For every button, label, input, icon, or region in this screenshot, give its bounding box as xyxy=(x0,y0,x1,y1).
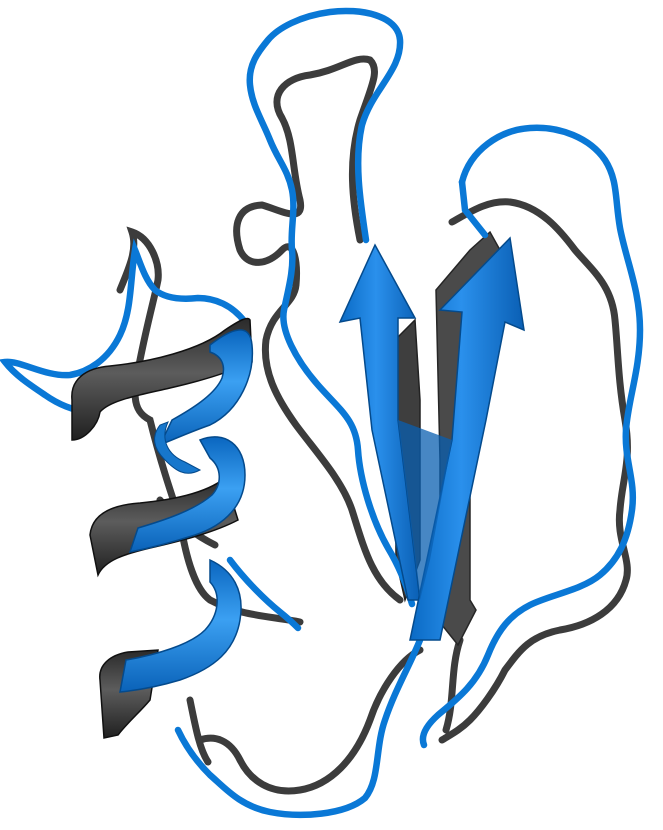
blue-helix-turn-3 xyxy=(119,558,242,693)
blue-loop-left xyxy=(0,238,302,632)
blue-structure xyxy=(0,7,644,819)
blue-helix-turn-1 xyxy=(158,329,254,447)
gray-loop-bottom xyxy=(186,636,464,795)
blue-beta-arrow-left xyxy=(338,243,421,601)
blue-beta-arrow-right xyxy=(409,236,525,641)
gray-helix-turn-1 xyxy=(71,317,253,441)
gray-loop-right xyxy=(438,198,631,744)
blue-loop-bottom xyxy=(174,178,489,819)
alpha-helix xyxy=(71,317,254,739)
blue-beta-sheet-shade xyxy=(398,420,452,600)
blue-loop-top xyxy=(246,7,416,608)
blue-helix-turn-2 xyxy=(128,436,246,553)
blue-loop-right xyxy=(419,124,644,749)
gray-loop-top xyxy=(233,55,404,604)
blue-helix-band-mid xyxy=(154,421,202,474)
